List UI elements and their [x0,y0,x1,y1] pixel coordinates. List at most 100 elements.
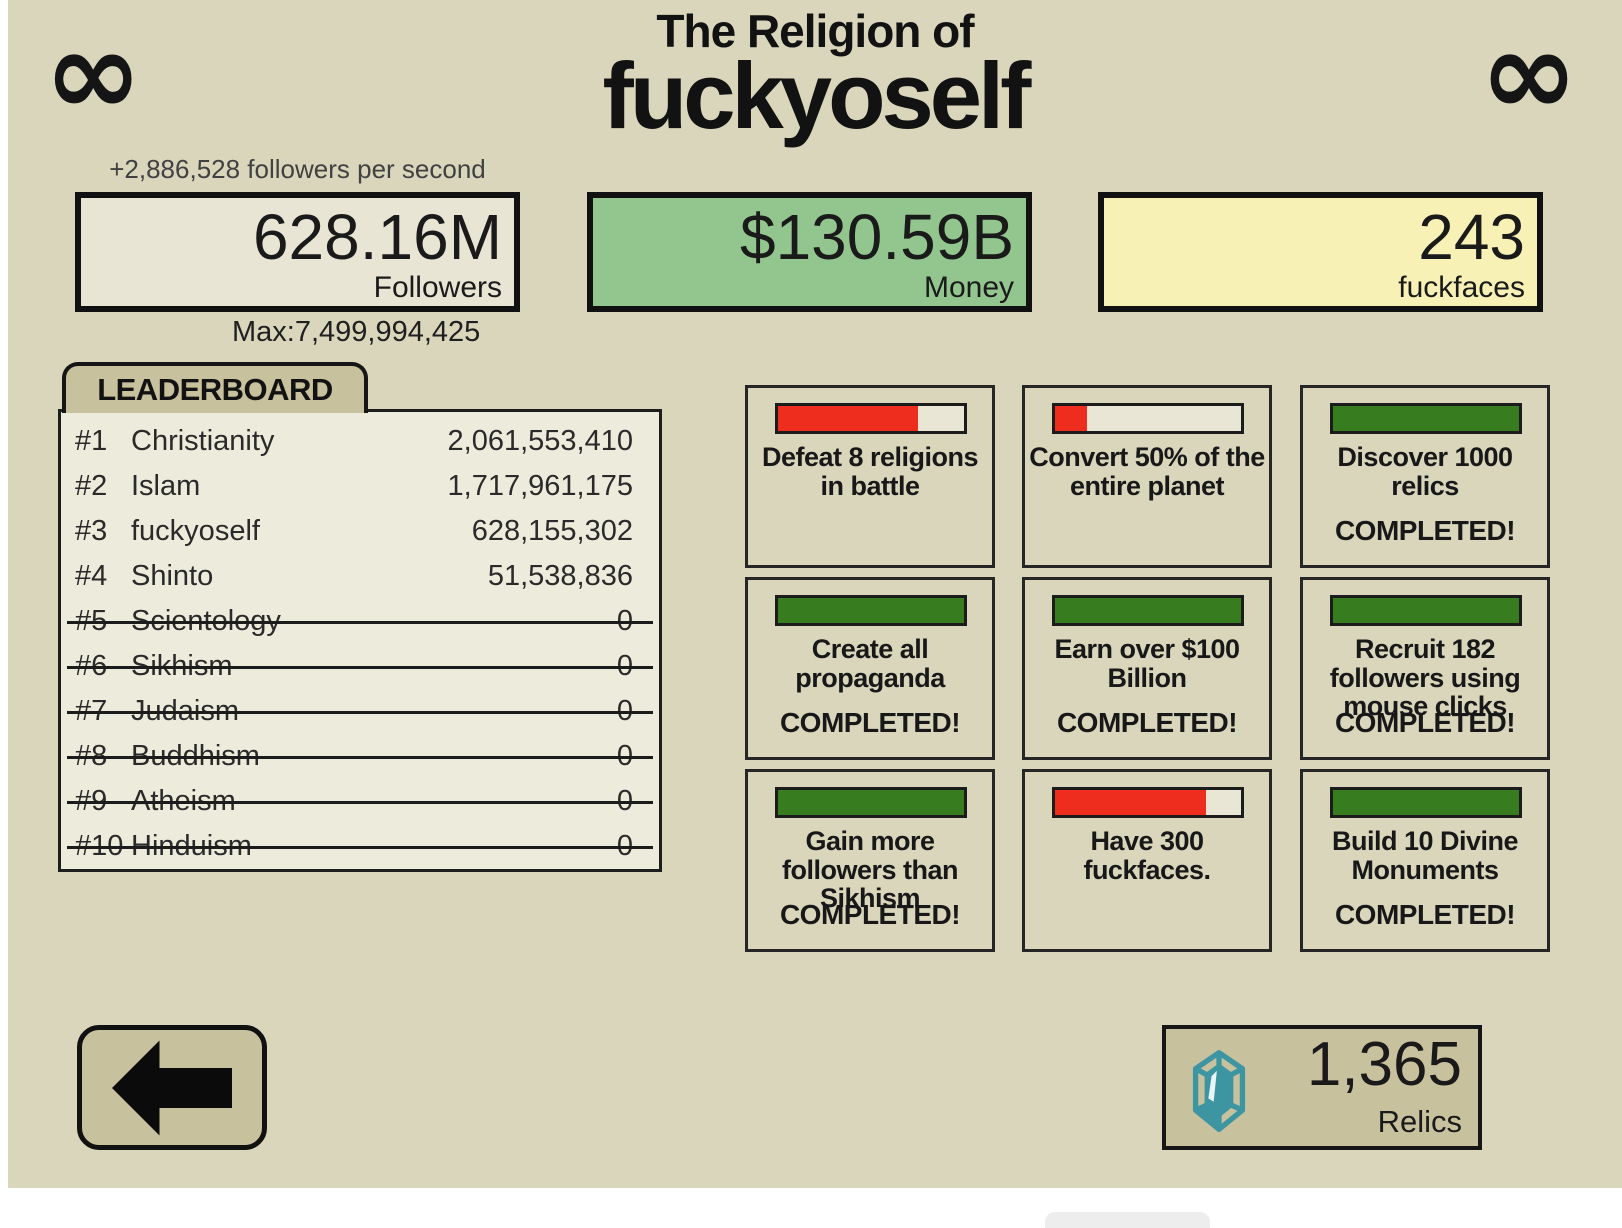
leaderboard-row: #5 Scientology 0 [61,599,659,644]
infinity-symbol-left: ∞ [44,4,143,142]
leaderboard-religion-name: Judaism [131,695,239,727]
achievement-completed-text: COMPLETED! [779,707,961,738]
relic-gem-icon [1192,1050,1246,1132]
achievement-card: Recruit 182 followers using mouse clicks… [1300,577,1550,760]
leaderboard-rank: #7 [75,695,108,727]
leaderboard-row: #9 Atheism 0 [61,779,659,824]
achievement-title: Earn over $100 Billion [1054,634,1240,693]
back-button[interactable] [77,1025,267,1150]
leaderboard-follower-count: 0 [616,830,633,862]
followers-stat-box: 628.16M Followers [75,192,520,312]
achievement-card: Discover 1000 relics COMPLETED! [1300,385,1550,568]
followers-value: 628.16M [252,201,502,273]
achievement-title: Build 10 Divine Monuments [1331,826,1519,885]
leaderboard-row: #3 fuckyoself 628,155,302 [61,509,659,554]
achievement-progress-bar [775,787,967,818]
achievement-progress-fill [778,598,964,623]
fuckfaces-stat-box: 243 fuckfaces [1098,192,1543,312]
achievement-card: Earn over $100 Billion COMPLETED! [1022,577,1272,760]
achievement-progress-fill [1055,790,1206,815]
achievement-card: Defeat 8 religions in battle [745,385,995,568]
leaderboard-follower-count: 51,538,836 [487,560,633,592]
leaderboard-row: #10 Hinduism 0 [61,824,659,869]
achievement-progress-fill [778,790,964,815]
fuckfaces-label: fuckfaces [1398,271,1525,305]
leaderboard-religion-name: Atheism [131,785,236,817]
leaderboard-religion-name: Sikhism [131,650,233,682]
leaderboard-row: #1 Christianity 2,061,553,410 [61,419,659,464]
game-area: ∞ ∞ The Religion of fuckyoself +2,886,52… [8,0,1622,1188]
achievement-progress-bar [775,595,967,626]
fuckfaces-value: 243 [1418,201,1525,273]
leaderboard-follower-count: 0 [616,740,633,772]
leaderboard-follower-count: 0 [616,605,633,637]
achievement-card: Convert 50% of the entire planet [1022,385,1272,568]
relics-value: 1,365 [1306,1030,1462,1099]
leaderboard-religion-name: Shinto [131,560,214,592]
leaderboard-tab: LEADERBOARD [62,362,368,413]
achievement-progress-fill [778,406,918,431]
leaderboard-rank: #1 [75,425,108,457]
leaderboard-religion-name: Scientology [131,605,281,637]
achievement-completed-text: COMPLETED! [779,899,961,930]
followers-per-second-text: +2,886,528 followers per second [109,154,486,184]
achievement-progress-bar [1052,403,1244,434]
achievement-completed-text: COMPLETED! [1334,515,1516,546]
achievement-progress-fill [1055,598,1241,623]
money-label: Money [923,271,1014,305]
achievement-title: Defeat 8 religions in battle [761,442,979,501]
leaderboard-religion-name: fuckyoself [131,515,260,547]
leaderboard-follower-count: 628,155,302 [471,515,633,547]
achievement-title: Gain more followers than Sikhism [781,826,959,914]
achievement-progress-fill [1333,598,1519,623]
page-title-religion-name: fuckyoself [602,43,1032,148]
leaderboard-religion-name: Hinduism [131,830,252,862]
leaderboard-rank: #9 [75,785,108,817]
partial-bottom-element [1045,1212,1210,1228]
achievement-progress-bar [1052,787,1244,818]
page-title-prefix: The Religion of [656,5,974,57]
leaderboard-follower-count: 2,061,553,410 [447,425,633,457]
leaderboard-row: #4 Shinto 51,538,836 [61,554,659,599]
leaderboard-rows: #1 Christianity 2,061,553,410 #2 Islam 1,717,… [61,412,659,869]
achievement-progress-bar [1330,787,1522,818]
leaderboard-rank: #10 [75,830,124,862]
followers-label: Followers [373,271,502,305]
relics-counter-box: 1,365 Relics [1162,1025,1482,1150]
leaderboard-rank: #3 [75,515,108,547]
achievement-title: Create all propaganda [795,634,945,693]
followers-max-text: Max:7,499,994,425 [232,316,481,348]
leaderboard-religion-name: Buddhism [131,740,260,772]
achievement-progress-bar [1330,595,1522,626]
achievement-progress-fill [1333,790,1519,815]
achievement-completed-text: COMPLETED! [1334,899,1516,930]
achievement-title: Have 300 fuckfaces. [1083,826,1211,885]
achievement-card: Gain more followers than Sikhism COMPLETE… [745,769,995,952]
achievement-completed-text: COMPLETED! [1334,707,1516,738]
leaderboard-rank: #4 [75,560,108,592]
leaderboard-rank: #5 [75,605,108,637]
achievement-progress-bar [1052,595,1244,626]
leaderboard-row: #2 Islam 1,717,961,175 [61,464,659,509]
achievement-title: Recruit 182 followers using mouse clicks [1329,634,1521,722]
leaderboard-follower-count: 0 [616,785,633,817]
leaderboard-follower-count: 0 [616,695,633,727]
money-value: $130.59B [739,201,1014,273]
leaderboard-row: #7 Judaism 0 [61,689,659,734]
infinity-symbol-right: ∞ [1479,4,1578,142]
leaderboard-panel: #1 Christianity 2,061,553,410 #2 Islam 1,717,… [58,409,662,872]
leaderboard-religion-name: Christianity [131,425,275,457]
achievement-progress-fill [1333,406,1519,431]
achievement-progress-bar [1330,403,1522,434]
achievement-title: Discover 1000 relics [1337,442,1513,501]
achievement-card: Build 10 Divine Monuments COMPLETED! [1300,769,1550,952]
leaderboard-follower-count: 0 [616,650,633,682]
leaderboard-religion-name: Islam [131,470,201,502]
leaderboard-rank: #6 [75,650,108,682]
achievement-progress-bar [775,403,967,434]
achievement-progress-fill [1055,406,1087,431]
money-stat-box: $130.59B Money [587,192,1032,312]
leaderboard-follower-count: 1,717,961,175 [447,470,633,502]
leaderboard-row: #8 Buddhism 0 [61,734,659,779]
back-arrow-icon [112,1040,232,1135]
